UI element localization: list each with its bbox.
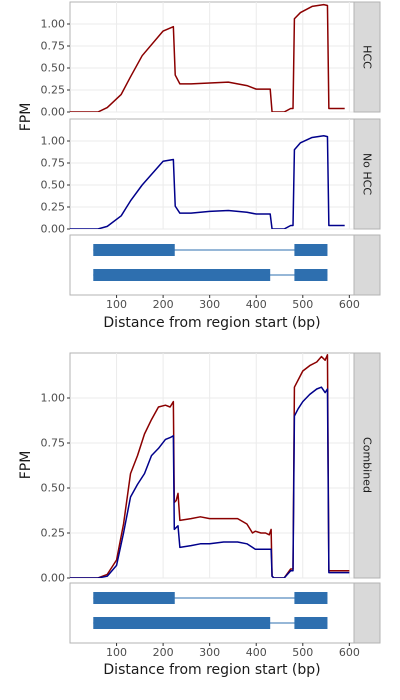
gene-models [93, 244, 328, 281]
panel-border [69, 118, 355, 230]
series-layer [70, 134, 345, 229]
gene-strip [353, 234, 381, 296]
y-tick-label: 0.75 [41, 157, 66, 170]
y-tick-label: 0.25 [41, 84, 66, 97]
y-tick-label: 0.25 [41, 201, 66, 214]
y-tick-label: 1.00 [41, 392, 66, 405]
y-tick-label: 1.00 [41, 18, 66, 31]
facet-strip [353, 118, 381, 230]
series-line-hcc [70, 354, 350, 578]
y-tick-label: 0.00 [41, 106, 66, 119]
x-tick-label: 400 [246, 646, 267, 659]
x-tick-label: 600 [339, 298, 360, 311]
x-tick-label: 300 [199, 646, 220, 659]
gridlines [70, 119, 354, 230]
x-tick-label: 400 [246, 298, 267, 311]
x-axis-title: Distance from region start (bp) [103, 662, 320, 678]
gridlines [70, 2, 354, 113]
y-axis-title: FPM [18, 451, 34, 480]
panel-combined: Combined 0.00 0.25 0.50 0.75 1.00 [41, 352, 381, 585]
y-tick-label: 0.75 [41, 40, 66, 53]
x-tick-label: 500 [292, 646, 313, 659]
y-tick-label: 0.00 [41, 223, 66, 236]
y-tick-label: 0.25 [41, 527, 66, 540]
gene-models [93, 592, 328, 629]
y-tick-label: 0.50 [41, 482, 66, 495]
gridlines [70, 353, 354, 579]
exon-block [294, 617, 328, 629]
y-axis-title: FPM [18, 103, 34, 132]
facet-label-no-hcc: No HCC [361, 153, 374, 195]
series-layer [70, 354, 350, 578]
exon-block [294, 244, 328, 256]
chart-2: Combined 0.00 0.25 0.50 0.75 1.00 100 200 300 4… [18, 352, 381, 678]
chart-1: HCC 0.00 0.25 0.50 0.75 1.00 No HCC 0.00 0.25… [18, 1, 381, 331]
panel-no-hcc: No HCC 0.00 0.25 0.50 0.75 1.00 [41, 118, 381, 236]
gene-track-panel: 100 200 300 400 500 600 [69, 582, 381, 659]
exon-block [294, 269, 328, 281]
series-layer [70, 3, 345, 112]
gene-strip [353, 582, 381, 644]
x-tick-label: 100 [106, 298, 127, 311]
x-axis-title: Distance from region start (bp) [103, 315, 320, 331]
facet-strip [353, 352, 381, 579]
x-tick-label: 100 [106, 646, 127, 659]
x-tick-labels: 100 200 300 400 500 600 [106, 643, 360, 659]
y-tick-label: 1.00 [41, 135, 66, 148]
exon-block [93, 269, 271, 281]
series-line-no-hcc [70, 134, 345, 229]
y-tick-labels: 0.00 0.25 0.50 0.75 1.00 [41, 135, 70, 236]
x-tick-label: 600 [339, 646, 360, 659]
panel-border [69, 352, 355, 579]
x-tick-label: 200 [153, 298, 174, 311]
series-line-hcc [70, 3, 345, 112]
x-tick-label: 500 [292, 298, 313, 311]
gene-track-panel: 100 200 300 400 500 600 [69, 234, 381, 311]
x-tick-labels: 100 200 300 400 500 600 [106, 295, 360, 311]
y-tick-label: 0.50 [41, 179, 66, 192]
facet-label-hcc: HCC [361, 45, 374, 69]
y-tick-label: 0.50 [41, 62, 66, 75]
x-tick-label: 200 [153, 646, 174, 659]
facet-strip [353, 1, 381, 113]
y-tick-label: 0.00 [41, 572, 66, 585]
exon-block [93, 592, 175, 604]
x-tick-label: 300 [199, 298, 220, 311]
exon-block [294, 592, 328, 604]
exon-block [93, 244, 175, 256]
panel-hcc: HCC 0.00 0.25 0.50 0.75 1.00 [41, 1, 381, 119]
series-line-no-hcc [70, 386, 350, 578]
facet-label-combined: Combined [361, 437, 374, 493]
y-tick-labels: 0.00 0.25 0.50 0.75 1.00 [41, 18, 70, 119]
panel-border [69, 1, 355, 113]
exon-block [93, 617, 271, 629]
y-tick-labels: 0.00 0.25 0.50 0.75 1.00 [41, 392, 70, 585]
y-tick-label: 0.75 [41, 437, 66, 450]
